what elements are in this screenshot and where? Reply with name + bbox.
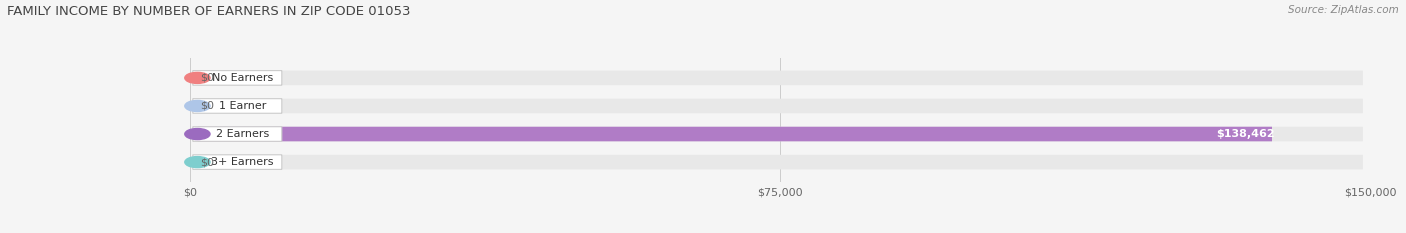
Text: No Earners: No Earners xyxy=(212,73,273,83)
Text: 2 Earners: 2 Earners xyxy=(217,129,269,139)
FancyBboxPatch shape xyxy=(193,127,281,141)
FancyBboxPatch shape xyxy=(198,127,1272,141)
FancyBboxPatch shape xyxy=(198,155,1362,169)
Text: Source: ZipAtlas.com: Source: ZipAtlas.com xyxy=(1288,5,1399,15)
Text: $0: $0 xyxy=(200,101,214,111)
Ellipse shape xyxy=(184,129,209,140)
Text: $0: $0 xyxy=(200,73,214,83)
FancyBboxPatch shape xyxy=(198,99,1362,113)
Text: 3+ Earners: 3+ Earners xyxy=(211,157,274,167)
Text: $0: $0 xyxy=(200,157,214,167)
Ellipse shape xyxy=(184,72,209,83)
Text: 1 Earner: 1 Earner xyxy=(219,101,266,111)
Ellipse shape xyxy=(184,100,209,111)
FancyBboxPatch shape xyxy=(198,127,1362,141)
Text: FAMILY INCOME BY NUMBER OF EARNERS IN ZIP CODE 01053: FAMILY INCOME BY NUMBER OF EARNERS IN ZI… xyxy=(7,5,411,18)
Text: $138,462: $138,462 xyxy=(1216,129,1275,139)
FancyBboxPatch shape xyxy=(193,99,281,113)
FancyBboxPatch shape xyxy=(193,71,281,85)
FancyBboxPatch shape xyxy=(198,71,1362,85)
Ellipse shape xyxy=(184,157,209,168)
FancyBboxPatch shape xyxy=(193,155,281,169)
